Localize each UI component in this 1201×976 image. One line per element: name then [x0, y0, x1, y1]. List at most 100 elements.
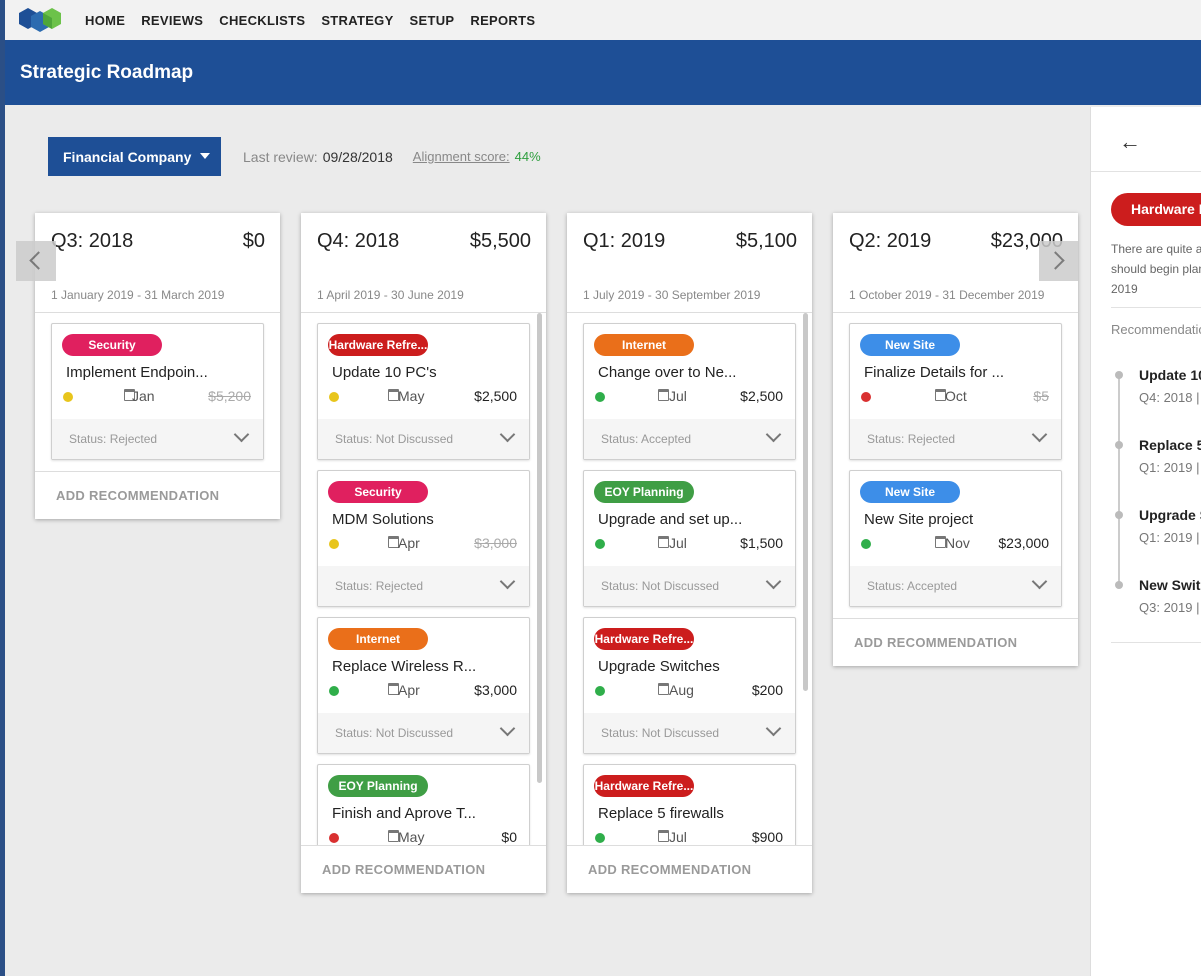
quarter-date-range: 1 April 2019 - 30 June 2019: [317, 288, 464, 302]
card-price: $2,500: [474, 388, 517, 404]
card-list: Security Implement Endpoin... Jan $5,200 Sta…: [35, 313, 280, 471]
card-footer: Status: Not Discussed: [318, 713, 529, 753]
caret-down-icon: [200, 153, 210, 159]
card-month: Aug: [669, 682, 694, 698]
recommendation-card[interactable]: New Site New Site project Nov $23,000 Status…: [849, 470, 1062, 607]
quarter-column: Q4: 2018 $5,500 1 April 2019 - 30 June 201…: [301, 213, 546, 893]
panel-category-tag: Hardware R: [1111, 193, 1201, 226]
quarter-label: Q2: 2019: [849, 230, 932, 252]
add-recommendation-button[interactable]: ADD RECOMMENDATION: [35, 471, 280, 519]
chevron-down-icon[interactable]: [1031, 573, 1048, 590]
card-status: Status: Not Discussed: [335, 726, 454, 740]
add-recommendation-button[interactable]: ADD RECOMMENDATION: [833, 618, 1078, 666]
priority-dot: [861, 539, 871, 549]
divider: [1111, 307, 1201, 308]
panel-rec-sub: Q1: 2019 |: [1139, 460, 1200, 475]
priority-dot: [595, 539, 605, 549]
card-list: New Site Finalize Details for ... Oct $5 Sta…: [833, 313, 1078, 618]
card-month: May: [398, 829, 425, 845]
chevron-down-icon[interactable]: [765, 573, 782, 590]
chevron-down-icon[interactable]: [233, 426, 250, 443]
card-price: $200: [751, 682, 783, 698]
card-status: Status: Accepted: [867, 579, 958, 593]
category-tag: Hardware Refre...: [328, 334, 428, 356]
next-quarter-button[interactable]: [1039, 241, 1079, 281]
add-recommendation-button[interactable]: ADD RECOMMENDATION: [567, 845, 812, 893]
top-nav: HOME REVIEWS CHECKLISTS STRATEGY SETUP R…: [5, 0, 1201, 40]
category-tag: New Site: [860, 481, 960, 503]
card-price: $5: [1033, 388, 1049, 404]
last-review-label: Last review:: [243, 148, 318, 165]
panel-rec-item[interactable]: New Swit Q3: 2019 |: [1139, 577, 1200, 615]
recommendation-card[interactable]: Internet Change over to Ne... Jul $2,500 Sta…: [583, 323, 796, 460]
recommendation-card[interactable]: Security MDM Solutions Apr $3,000 Status: Re…: [317, 470, 530, 607]
card-list: Hardware Refre... Update 10 PC's May $2,500…: [301, 313, 546, 845]
nav-home[interactable]: HOME: [85, 12, 126, 28]
card-status: Status: Rejected: [335, 579, 424, 593]
scrollbar-thumb[interactable]: [803, 313, 808, 691]
nav-strategy[interactable]: STRATEGY: [321, 12, 394, 28]
chevron-down-icon[interactable]: [499, 426, 516, 443]
card-month: Apr: [398, 682, 420, 698]
card-price: $900: [751, 829, 783, 845]
app-logo[interactable]: [19, 8, 63, 32]
company-select[interactable]: Financial Company: [48, 137, 221, 176]
quarter-label: Q4: 2018: [317, 230, 400, 252]
panel-rec-item[interactable]: Replace 5 Q1: 2019 |: [1139, 437, 1201, 475]
left-edge: [0, 0, 5, 976]
category-tag: New Site: [860, 334, 960, 356]
calendar-icon: [658, 683, 669, 695]
panel-rec-item[interactable]: Upgrade S Q1: 2019 |: [1139, 507, 1201, 545]
recommendation-card[interactable]: New Site Finalize Details for ... Oct $5 Sta…: [849, 323, 1062, 460]
recommendation-card[interactable]: Hardware Refre... Replace 5 firewalls Jul $…: [583, 764, 796, 845]
quarter-total: $5,100: [735, 230, 797, 252]
nav-reports[interactable]: REPORTS: [470, 12, 536, 28]
calendar-icon: [935, 389, 946, 401]
nav-reviews[interactable]: REVIEWS: [141, 12, 204, 28]
card-title: MDM Solutions: [332, 511, 434, 528]
panel-description-line: 2019: [1111, 282, 1138, 296]
page-header: Strategic Roadmap: [5, 40, 1201, 105]
priority-dot: [329, 686, 339, 696]
card-price: $1,500: [740, 535, 783, 551]
chevron-down-icon[interactable]: [499, 720, 516, 737]
card-month: Jul: [669, 535, 687, 551]
recommendation-card[interactable]: Security Implement Endpoin... Jan $5,200 Sta…: [51, 323, 264, 460]
chevron-down-icon[interactable]: [499, 573, 516, 590]
card-title: Update 10 PC's: [332, 364, 437, 381]
divider: [1111, 642, 1201, 643]
recommendation-card[interactable]: EOY Planning Finish and Aprove T... May $0: [317, 764, 530, 845]
panel-rec-sub: Q4: 2018 |: [1139, 390, 1200, 405]
scrollbar-thumb[interactable]: [537, 313, 542, 783]
priority-dot: [861, 392, 871, 402]
quarter-total: $5,500: [469, 230, 531, 252]
quarter-date-range: 1 October 2019 - 31 December 2019: [849, 288, 1045, 302]
back-arrow-icon[interactable]: ←: [1119, 129, 1141, 154]
card-month: Jul: [669, 829, 687, 845]
prev-quarter-button[interactable]: [16, 241, 56, 281]
recommendation-card[interactable]: EOY Planning Upgrade and set up... Jul $1,5…: [583, 470, 796, 607]
chevron-down-icon[interactable]: [765, 720, 782, 737]
recommendation-card[interactable]: Hardware Refre... Upgrade Switches Aug $200…: [583, 617, 796, 754]
card-status: Status: Not Discussed: [601, 726, 720, 740]
chevron-down-icon[interactable]: [765, 426, 782, 443]
recommendation-card[interactable]: Internet Replace Wireless R... Apr $3,000 St…: [317, 617, 530, 754]
quarter-header: Q4: 2018 $5,500 1 April 2019 - 30 June 201…: [301, 213, 546, 313]
recommendation-detail-panel: ← Hardware R There are quite a should be…: [1090, 107, 1201, 976]
card-status: Status: Rejected: [69, 432, 158, 446]
add-recommendation-button[interactable]: ADD RECOMMENDATION: [301, 845, 546, 893]
panel-rec-item[interactable]: Update 10 Q4: 2018 |: [1139, 367, 1201, 405]
quarter-date-range: 1 July 2019 - 30 September 2019: [583, 288, 761, 302]
chevron-down-icon[interactable]: [1031, 426, 1048, 443]
card-footer: Status: Not Discussed: [584, 566, 795, 606]
alignment-score-link[interactable]: Alignment score:: [412, 149, 510, 164]
recommendation-card[interactable]: Hardware Refre... Update 10 PC's May $2,500…: [317, 323, 530, 460]
nav-checklists[interactable]: CHECKLISTS: [219, 12, 306, 28]
card-month: Jan: [132, 388, 155, 404]
panel-rec-sub: Q1: 2019 |: [1139, 530, 1200, 545]
card-title: New Site project: [864, 511, 974, 528]
priority-dot: [329, 392, 339, 402]
timeline-line: [1118, 372, 1120, 587]
nav-setup[interactable]: SETUP: [409, 12, 455, 28]
category-tag: Hardware Refre...: [594, 775, 694, 797]
